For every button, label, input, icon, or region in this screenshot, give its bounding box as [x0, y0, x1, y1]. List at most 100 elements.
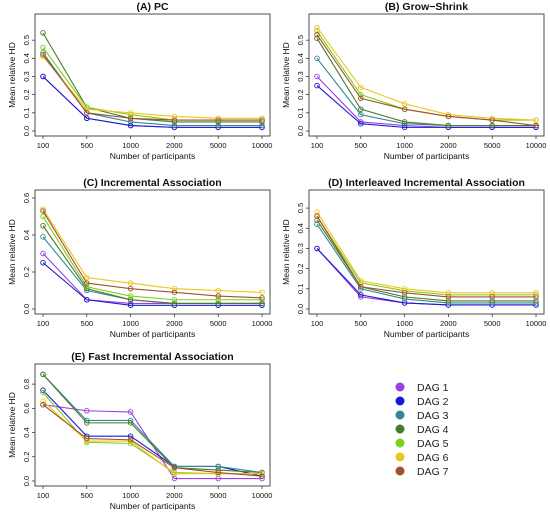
y-tick-label: 0.0: [22, 476, 31, 486]
x-tick-label: 2000: [166, 319, 183, 328]
x-tick-label: 10000: [526, 141, 547, 150]
plot-frame: [34, 363, 271, 487]
chart-title: (C) Incremental Association: [83, 177, 221, 189]
x-tick-label: 100: [37, 319, 50, 328]
x-tick-label: 500: [81, 141, 94, 150]
data-point: [445, 113, 452, 120]
data-point: [314, 73, 320, 80]
y-tick-label: 0.4: [296, 53, 305, 63]
data-point: [40, 260, 46, 266]
y-axis-label: Mean relative HD: [281, 42, 291, 108]
x-tick-label: 500: [355, 141, 368, 150]
series-line-dag2: [316, 85, 536, 128]
x-axis-label: Number of participants: [384, 329, 470, 339]
data-point: [358, 111, 364, 118]
x-tick-label: 1000: [122, 319, 139, 328]
data-point: [171, 464, 178, 471]
y-tick-label: 0.5: [296, 203, 305, 213]
x-tick-label: 1000: [122, 141, 139, 150]
data-point: [127, 297, 134, 303]
y-tick-label: 0.0: [296, 304, 305, 314]
plot-frame: [308, 189, 545, 315]
data-point: [40, 44, 46, 51]
x-tick-label: 2000: [166, 141, 183, 150]
data-point: [445, 298, 452, 304]
series-line-dag5: [42, 392, 262, 475]
data-point: [314, 213, 320, 219]
data-point: [84, 284, 90, 290]
data-point: [259, 289, 265, 296]
plot-frame: [34, 13, 271, 137]
data-point: [171, 300, 178, 307]
chart-panel-4: (D) Interleaved Incremental Association 1…: [281, 177, 546, 339]
data-point: [40, 222, 46, 229]
data-point: [259, 473, 265, 479]
data-point: [215, 297, 221, 303]
series-line-dag6: [42, 400, 262, 475]
series-line-dag4: [316, 38, 536, 127]
data-point: [445, 290, 452, 296]
y-tick-label: 0.5: [296, 35, 305, 45]
x-tick-label: 500: [355, 319, 368, 328]
data-point: [84, 420, 90, 426]
series-line-dag4: [42, 225, 262, 305]
data-point: [401, 100, 408, 107]
x-tick-label: 5000: [210, 141, 227, 150]
y-tick-label: 0.1: [296, 108, 305, 118]
data-point: [533, 298, 539, 304]
y-tick-label: 0.2: [296, 89, 305, 99]
series-line-dag3: [316, 223, 536, 304]
y-tick-label: 0.4: [22, 230, 31, 240]
x-axis-label: Number of participants: [110, 329, 196, 339]
legend-swatch-dag3: [395, 410, 405, 420]
data-point: [445, 294, 452, 300]
data-point: [40, 387, 46, 393]
data-point: [489, 290, 495, 296]
data-point: [358, 292, 364, 298]
data-point: [445, 122, 452, 129]
data-point: [127, 409, 134, 415]
data-point: [84, 280, 90, 286]
plot-frame: [308, 13, 545, 137]
legend-label: DAG 6: [417, 452, 449, 464]
x-tick-label: 2000: [166, 491, 183, 500]
data-point: [314, 209, 320, 215]
chart-panel-5: (E) Fast Incremental Association 100 500 10…: [7, 351, 272, 511]
data-point: [171, 285, 178, 292]
y-tick-label: 0.0: [296, 126, 305, 136]
y-tick-label: 0.0: [22, 126, 31, 136]
chart-title: (B) Grow−Shrink: [385, 1, 468, 13]
legend-swatch-dag4: [395, 424, 405, 434]
x-tick-label: 100: [311, 141, 324, 150]
data-point: [40, 73, 46, 80]
data-point: [40, 234, 46, 240]
x-tick-label: 100: [311, 319, 324, 328]
data-point: [358, 277, 364, 284]
series-line-dag2: [42, 76, 262, 128]
legend-swatch-dag2: [395, 396, 405, 406]
series-line-dag7: [42, 54, 262, 121]
series-line-dag5: [316, 215, 536, 296]
data-point: [401, 106, 408, 112]
x-tick-label: 5000: [210, 491, 227, 500]
y-tick-label: 0.4: [296, 223, 305, 233]
data-point: [259, 117, 265, 123]
series-line-dag5: [42, 216, 262, 301]
data-point: [40, 208, 46, 214]
legend-swatch-dag6: [395, 452, 405, 462]
data-point: [84, 297, 90, 303]
series-line-dag7: [316, 215, 536, 298]
data-point: [171, 297, 178, 303]
y-tick-label: 0.0: [22, 304, 31, 314]
data-point: [40, 401, 46, 408]
series-line-dag6: [42, 208, 263, 293]
series-line-dag2: [42, 262, 262, 306]
data-point: [533, 290, 539, 296]
data-point: [401, 294, 408, 300]
data-point: [215, 117, 221, 123]
series-line-dag6: [316, 27, 537, 121]
data-point: [40, 250, 46, 257]
data-point: [127, 302, 134, 309]
x-tick-label: 2000: [440, 141, 457, 150]
data-point: [127, 115, 134, 122]
